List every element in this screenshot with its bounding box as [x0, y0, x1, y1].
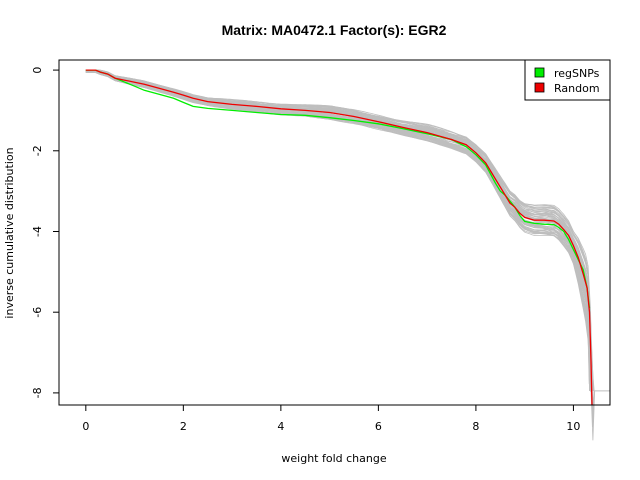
random-background-line — [85, 69, 590, 371]
x-axis-label: weight fold change — [281, 452, 386, 465]
y-tick-label: 0 — [31, 67, 44, 74]
x-tick-label: 10 — [566, 420, 580, 433]
x-tick-label: 2 — [180, 420, 187, 433]
x-tick-label: 6 — [375, 420, 382, 433]
x-tick-label: 0 — [82, 420, 89, 433]
random-background-lines — [85, 69, 610, 441]
random-background-line — [85, 69, 591, 391]
y-axis: 0 -2 -4 -6 -8 — [31, 67, 59, 398]
random-background-line — [85, 71, 595, 423]
legend-swatch-random — [534, 82, 545, 93]
y-tick-label: -8 — [31, 387, 44, 398]
y-tick-label: -2 — [31, 145, 44, 156]
series-line-random — [85, 69, 593, 406]
x-tick-label: 8 — [472, 420, 479, 433]
legend-label-regsnps: regSNPs — [554, 67, 600, 80]
y-axis-label: inverse cumulative distribution — [3, 147, 16, 318]
y-tick-label: -4 — [31, 226, 44, 237]
legend-swatch-regsnps — [534, 67, 545, 78]
random-background-line — [85, 69, 591, 368]
plot-frame — [58, 59, 611, 406]
random-background-line — [85, 70, 595, 427]
y-tick-label: -6 — [31, 307, 44, 318]
legend-box — [524, 59, 611, 101]
legend: regSNPs Random — [524, 59, 611, 101]
random-background-line — [85, 70, 595, 414]
random-background-line — [85, 70, 595, 426]
random-background-line — [85, 71, 596, 441]
random-background-line — [85, 70, 595, 428]
legend-label-random: Random — [554, 82, 600, 95]
series-lines — [85, 69, 593, 406]
series-line-regsnps — [85, 69, 591, 309]
x-tick-label: 4 — [277, 420, 284, 433]
chart-title: Matrix: MA0472.1 Factor(s): EGR2 — [222, 22, 447, 38]
x-axis: 0 2 4 6 8 10 — [82, 405, 580, 433]
